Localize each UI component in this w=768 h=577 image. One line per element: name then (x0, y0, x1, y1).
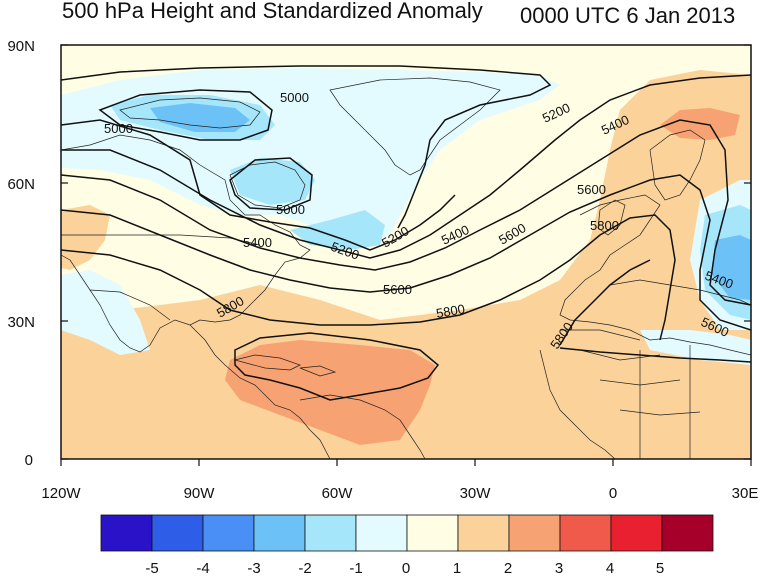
coast-arctic-islands (119, 97, 261, 129)
contour-5800-south (559, 259, 651, 346)
contour-5400 (61, 119, 751, 306)
contour-5200 (61, 74, 751, 259)
coast-north-america (61, 134, 311, 353)
lat-label: 60N (7, 176, 35, 193)
lat-label: 90N (7, 38, 35, 55)
colorbar-swatch (508, 514, 561, 552)
colorbar-label: 3 (555, 560, 563, 577)
lat-label-group: 90N 60N 30N 0 (7, 38, 35, 469)
shade-neg3-east (712, 235, 751, 300)
lon-label: 30W (460, 485, 492, 502)
colorbar-swatch (661, 514, 714, 552)
colorbar-swatch (253, 514, 306, 552)
colorbar-label: 5 (656, 560, 664, 577)
contour-label: 5000 (276, 202, 305, 217)
coastlines (61, 77, 751, 459)
coast-cuba (233, 354, 301, 371)
lon-label: 30E (732, 485, 759, 502)
contour-5000-canada (98, 89, 273, 141)
contour-5600 (61, 174, 751, 331)
coast-europe (559, 194, 751, 356)
coast-hudson-bay (229, 161, 306, 209)
colorbar-swatch (559, 514, 612, 552)
colorbar-swatch (151, 514, 204, 552)
contour-label: 5600 (383, 282, 412, 297)
colorbar-label: -3 (247, 560, 260, 577)
lat-label: 0 (25, 452, 33, 469)
colorbar-swatch (304, 514, 357, 552)
coast-scandinavia (649, 129, 706, 201)
axis-ticks (60, 44, 752, 466)
contour-label: 5000 (104, 121, 133, 136)
colorbar-swatch (100, 514, 153, 552)
valid-time: 0000 UTC 6 Jan 2013 (520, 3, 736, 28)
colorbar-label: -2 (298, 560, 311, 577)
contour-5000-outer (61, 119, 456, 251)
colorbar (100, 514, 714, 552)
contour-5000-north (61, 65, 552, 229)
map-frame (60, 44, 752, 460)
colorbar-label: 4 (606, 560, 614, 577)
lon-label: 90W (184, 485, 216, 502)
contour-caribbean (234, 332, 440, 401)
colorbar-label: 0 (402, 560, 410, 577)
colorbar-swatch (406, 514, 459, 552)
colorbar-label-group: -5 -4 -3 -2 -1 0 1 2 3 4 5 (145, 560, 664, 577)
contour-5800 (61, 214, 676, 341)
colorbar-swatch (610, 514, 663, 552)
colorbar-swatch (202, 514, 255, 552)
shade-neg1-southwest (61, 270, 150, 355)
figure-title: 500 hPa Height and Standardized Anomaly (62, 0, 483, 23)
contour-label: 5800 (435, 301, 466, 321)
colorbar-label: -5 (145, 560, 158, 577)
colorbar-label: 1 (453, 560, 461, 577)
contour-5000-hudson (229, 157, 313, 211)
coast-greenland (329, 77, 501, 176)
colorbar-label: -1 (349, 560, 362, 577)
colorbar-swatch (355, 514, 408, 552)
borders-africa (560, 329, 701, 459)
shade-pos2-caribbean (225, 340, 435, 445)
contour-africa (559, 347, 751, 363)
contour-label: 5000 (280, 90, 309, 105)
coast-hispaniola (299, 365, 337, 377)
colorbar-label: 2 (504, 560, 512, 577)
lat-label: 30N (7, 314, 35, 331)
lon-label: 0 (609, 485, 617, 502)
shade-pos1-west (61, 205, 110, 270)
coast-africa (539, 349, 616, 459)
lon-label: 120W (41, 485, 81, 502)
colorbar-swatch (457, 514, 510, 552)
coast-british-isles (597, 199, 626, 236)
lon-label-group: 120W 90W 60W 30W 0 30E (41, 485, 758, 502)
contour-label: 5600 (577, 182, 606, 197)
height-contours (61, 65, 751, 401)
contour-label: 5400 (243, 235, 272, 250)
lon-label: 60W (322, 485, 354, 502)
shade-neg2-labrador (290, 210, 385, 250)
colorbar-label: -4 (196, 560, 209, 577)
shade-neg1-iberia (640, 330, 751, 365)
shade-neg3-canada (150, 103, 250, 132)
coast-south-america (299, 394, 426, 459)
contour-label: 5800 (590, 218, 619, 233)
border-us-mexico (89, 289, 171, 321)
coast-central-america (189, 324, 331, 459)
anomaly-shading (61, 45, 751, 459)
